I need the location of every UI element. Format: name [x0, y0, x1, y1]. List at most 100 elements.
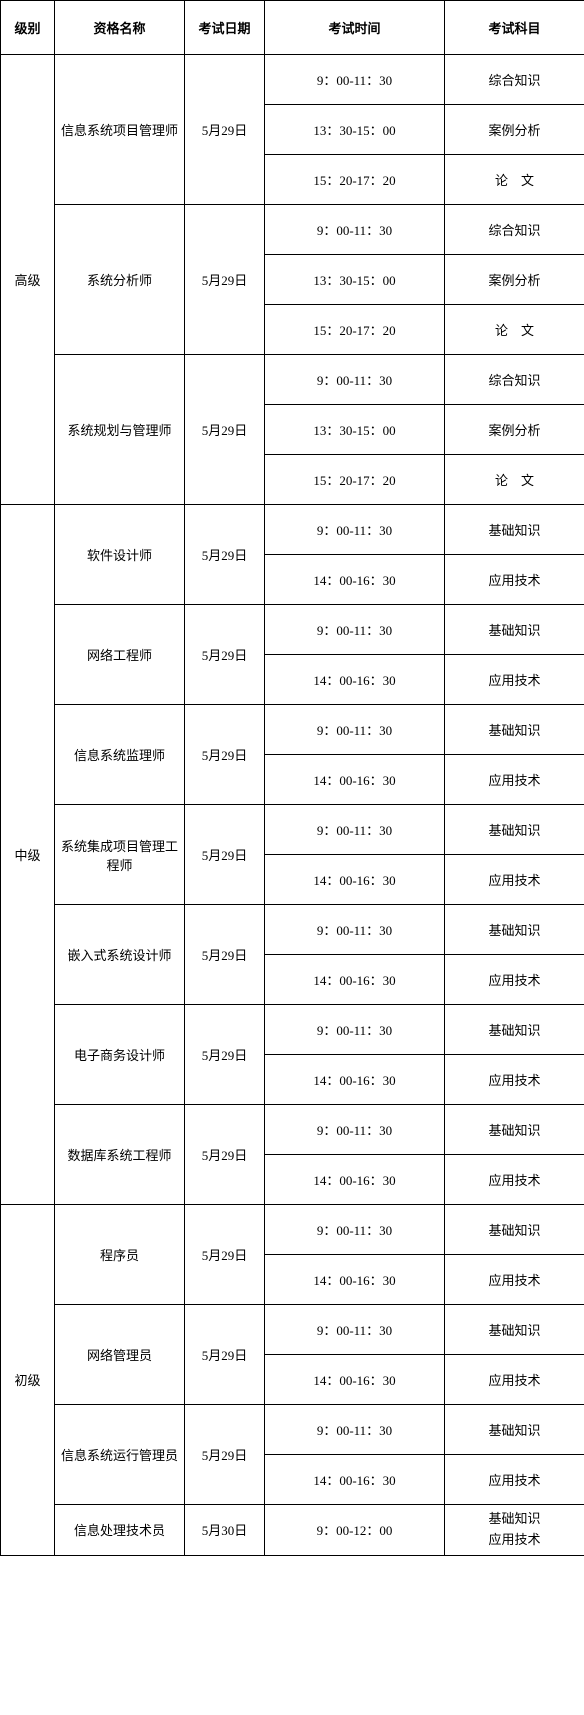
cell-qualification: 软件设计师: [55, 505, 185, 605]
cell-time: 14：00-16：30: [265, 755, 445, 805]
cell-time: 9：00-11：30: [265, 205, 445, 255]
cell-level: 初级: [1, 1205, 55, 1556]
cell-time: 9：00-11：30: [265, 505, 445, 555]
table-row: 系统集成项目管理工程师5月29日9：00-11：30基础知识: [1, 805, 584, 855]
cell-qualification: 信息系统项目管理师: [55, 55, 185, 205]
cell-time: 9：00-11：30: [265, 1405, 445, 1455]
cell-subject: 论 文: [445, 455, 584, 505]
cell-subject: 基础知识: [445, 1105, 584, 1155]
table-body: 高级信息系统项目管理师5月29日9：00-11：30综合知识13：30-15：0…: [1, 55, 584, 1556]
cell-qualification: 网络工程师: [55, 605, 185, 705]
header-time: 考试时间: [265, 1, 445, 55]
table-row: 系统分析师5月29日9：00-11：30综合知识: [1, 205, 584, 255]
cell-subject: 综合知识: [445, 55, 584, 105]
cell-subject: 基础知识: [445, 805, 584, 855]
cell-subject: 应用技术: [445, 1255, 584, 1305]
cell-date: 5月29日: [185, 605, 265, 705]
table-row: 网络管理员5月29日9：00-11：30基础知识: [1, 1305, 584, 1355]
table-row: 数据库系统工程师5月29日9：00-11：30基础知识: [1, 1105, 584, 1155]
cell-date: 5月29日: [185, 1305, 265, 1405]
cell-time: 14：00-16：30: [265, 1355, 445, 1405]
table-row: 电子商务设计师5月29日9：00-11：30基础知识: [1, 1005, 584, 1055]
cell-time: 14：00-16：30: [265, 855, 445, 905]
cell-time: 14：00-16：30: [265, 1455, 445, 1505]
cell-date: 5月29日: [185, 705, 265, 805]
cell-subject: 综合知识: [445, 355, 584, 405]
cell-time: 9：00-12：00: [265, 1505, 445, 1556]
header-subject: 考试科目: [445, 1, 584, 55]
table-row: 信息系统监理师5月29日9：00-11：30基础知识: [1, 705, 584, 755]
cell-date: 5月29日: [185, 505, 265, 605]
cell-subject: 应用技术: [445, 855, 584, 905]
cell-time: 9：00-11：30: [265, 55, 445, 105]
cell-subject: 基础知识: [445, 1005, 584, 1055]
cell-subject: 应用技术: [445, 955, 584, 1005]
cell-subject: 应用技术: [445, 1355, 584, 1405]
table-row: 信息处理技术员5月30日9：00-12：00基础知识应用技术: [1, 1505, 584, 1556]
table-row: 信息系统运行管理员5月29日9：00-11：30基础知识: [1, 1405, 584, 1455]
cell-qualification: 信息系统运行管理员: [55, 1405, 185, 1505]
cell-date: 5月29日: [185, 1205, 265, 1305]
cell-time: 13：30-15：00: [265, 405, 445, 455]
cell-time: 9：00-11：30: [265, 805, 445, 855]
cell-subject: 基础知识: [445, 1305, 584, 1355]
cell-subject: 基础知识应用技术: [445, 1505, 584, 1556]
cell-subject: 基础知识: [445, 1405, 584, 1455]
cell-qualification: 信息系统监理师: [55, 705, 185, 805]
cell-time: 9：00-11：30: [265, 355, 445, 405]
cell-date: 5月29日: [185, 55, 265, 205]
cell-time: 14：00-16：30: [265, 955, 445, 1005]
cell-subject: 应用技术: [445, 755, 584, 805]
table-row: 嵌入式系统设计师5月29日9：00-11：30基础知识: [1, 905, 584, 955]
table-header-row: 级别 资格名称 考试日期 考试时间 考试科目: [1, 1, 584, 55]
cell-subject: 应用技术: [445, 1455, 584, 1505]
cell-time: 14：00-16：30: [265, 655, 445, 705]
cell-subject: 应用技术: [445, 555, 584, 605]
cell-subject: 综合知识: [445, 205, 584, 255]
cell-time: 14：00-16：30: [265, 1155, 445, 1205]
cell-time: 9：00-11：30: [265, 1005, 445, 1055]
cell-subject: 基础知识: [445, 605, 584, 655]
table-row: 初级程序员5月29日9：00-11：30基础知识: [1, 1205, 584, 1255]
cell-date: 5月29日: [185, 905, 265, 1005]
header-date: 考试日期: [185, 1, 265, 55]
cell-subject: 基础知识: [445, 905, 584, 955]
cell-subject: 应用技术: [445, 655, 584, 705]
cell-time: 9：00-11：30: [265, 1105, 445, 1155]
cell-time: 15：20-17：20: [265, 455, 445, 505]
header-level: 级别: [1, 1, 55, 55]
exam-schedule-table: 级别 资格名称 考试日期 考试时间 考试科目 高级信息系统项目管理师5月29日9…: [0, 0, 584, 1556]
cell-date: 5月29日: [185, 1405, 265, 1505]
cell-subject: 基础知识: [445, 705, 584, 755]
cell-time: 9：00-11：30: [265, 705, 445, 755]
cell-qualification: 信息处理技术员: [55, 1505, 185, 1556]
cell-level: 中级: [1, 505, 55, 1205]
cell-date: 5月30日: [185, 1505, 265, 1556]
cell-time: 9：00-11：30: [265, 1205, 445, 1255]
cell-qualification: 系统分析师: [55, 205, 185, 355]
cell-subject: 应用技术: [445, 1155, 584, 1205]
cell-subject: 论 文: [445, 305, 584, 355]
cell-level: 高级: [1, 55, 55, 505]
cell-subject: 基础知识: [445, 505, 584, 555]
cell-subject: 基础知识: [445, 1205, 584, 1255]
cell-date: 5月29日: [185, 205, 265, 355]
cell-qualification: 程序员: [55, 1205, 185, 1305]
header-name: 资格名称: [55, 1, 185, 55]
table-row: 网络工程师5月29日9：00-11：30基础知识: [1, 605, 584, 655]
cell-subject: 案例分析: [445, 105, 584, 155]
cell-date: 5月29日: [185, 805, 265, 905]
cell-time: 14：00-16：30: [265, 1255, 445, 1305]
cell-qualification: 网络管理员: [55, 1305, 185, 1405]
cell-qualification: 数据库系统工程师: [55, 1105, 185, 1205]
cell-qualification: 系统规划与管理师: [55, 355, 185, 505]
cell-time: 15：20-17：20: [265, 305, 445, 355]
cell-time: 13：30-15：00: [265, 105, 445, 155]
cell-date: 5月29日: [185, 1105, 265, 1205]
cell-subject: 论 文: [445, 155, 584, 205]
cell-subject: 应用技术: [445, 1055, 584, 1105]
table-row: 高级信息系统项目管理师5月29日9：00-11：30综合知识: [1, 55, 584, 105]
cell-date: 5月29日: [185, 355, 265, 505]
table-row: 系统规划与管理师5月29日9：00-11：30综合知识: [1, 355, 584, 405]
cell-qualification: 电子商务设计师: [55, 1005, 185, 1105]
